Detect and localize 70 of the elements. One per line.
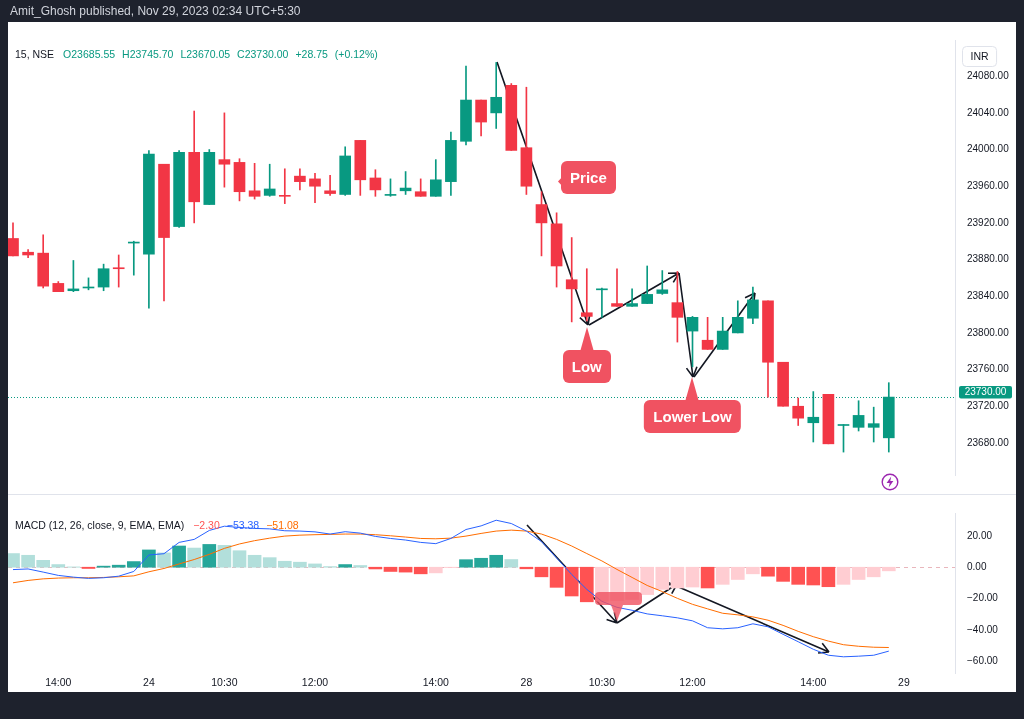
bar	[353, 565, 368, 568]
candlestick	[867, 406, 880, 443]
candlestick	[611, 268, 623, 307]
x-tick-label: 14:00	[422, 676, 450, 689]
y-tick-label: 23840.00	[967, 289, 1010, 301]
y-tick-label: 23920.00	[967, 216, 1010, 228]
x-tick-label: 12:00	[301, 676, 329, 689]
candlestick	[263, 163, 276, 197]
y-tick-label: 0.00	[967, 560, 987, 572]
bar	[247, 554, 262, 568]
bar	[534, 566, 549, 578]
y-tick-label: −60.00	[967, 655, 999, 667]
x-tick-label: 10:30	[211, 676, 238, 689]
text: Amit_Ghosh published, Nov 29, 2023 02:34 UTC+5:30	[10, 4, 301, 18]
y-tick-label: −20.00	[967, 592, 999, 604]
bar	[685, 566, 700, 588]
bar	[821, 566, 836, 588]
text: 15, NSE	[15, 47, 55, 60]
text: MACD (12, 26, close, 9, EMA, EMA)	[15, 518, 185, 531]
bar	[217, 545, 232, 568]
y-tick-label: −40.00	[967, 623, 999, 635]
candlestick	[278, 168, 291, 204]
candlestick	[626, 288, 638, 307]
candlestick	[490, 62, 503, 129]
annotation: Low	[562, 349, 611, 383]
bar	[670, 566, 685, 589]
bar	[549, 566, 564, 588]
y-tick-label: 23800.00	[967, 326, 1010, 338]
x-tick-label: 29	[898, 676, 910, 689]
x-tick-label: 10:30	[588, 676, 616, 689]
text: O23685.55 H23745.70 L23670.05 C23730.00 +28.75 (+0.12%)	[63, 47, 378, 60]
y-tick-label: 24080.00	[967, 69, 1010, 81]
y-tick-label: 23760.00	[967, 363, 1010, 375]
ref-line-label: 23730.00	[964, 386, 1007, 398]
annotation: Lower Low	[644, 399, 741, 433]
x-tick-label: 14:00	[45, 676, 72, 689]
bar	[383, 566, 398, 572]
bar	[202, 544, 217, 568]
bar	[851, 566, 866, 580]
y-tick-label: 20.00	[967, 529, 993, 541]
annotation: Price	[561, 160, 616, 194]
bar	[700, 566, 715, 589]
candlestick	[656, 270, 669, 295]
y-tick-label: 23960.00	[967, 179, 1010, 191]
y-tick-label: 24000.00	[967, 143, 1010, 155]
y-tick-label: 24040.00	[967, 106, 1010, 118]
candlestick	[580, 268, 593, 322]
series-label: −2.30	[193, 518, 220, 531]
y-tick-label: 23680.00	[967, 436, 1010, 448]
x-tick-label: 28	[520, 676, 533, 689]
bar	[157, 552, 171, 568]
series-label: −53.38	[226, 518, 260, 531]
bar	[836, 566, 851, 585]
bar	[232, 550, 247, 568]
x-tick-label: 12:00	[679, 676, 706, 689]
bar	[172, 545, 186, 568]
y-tick-label: 23880.00	[967, 253, 1010, 265]
candlestick	[596, 287, 608, 318]
x-tick-label: 24	[143, 676, 155, 689]
y-axis-title: INR	[970, 49, 989, 62]
bar	[187, 547, 202, 568]
y-tick-label: 23720.00	[967, 399, 1010, 411]
bar	[338, 564, 353, 568]
bar	[413, 566, 428, 575]
candlestick	[324, 174, 336, 196]
candlestick	[112, 254, 125, 288]
bar	[504, 559, 519, 568]
series-label: −51.08	[266, 518, 299, 531]
candlestick	[565, 237, 578, 323]
x-tick-label: 14:00	[800, 676, 827, 689]
